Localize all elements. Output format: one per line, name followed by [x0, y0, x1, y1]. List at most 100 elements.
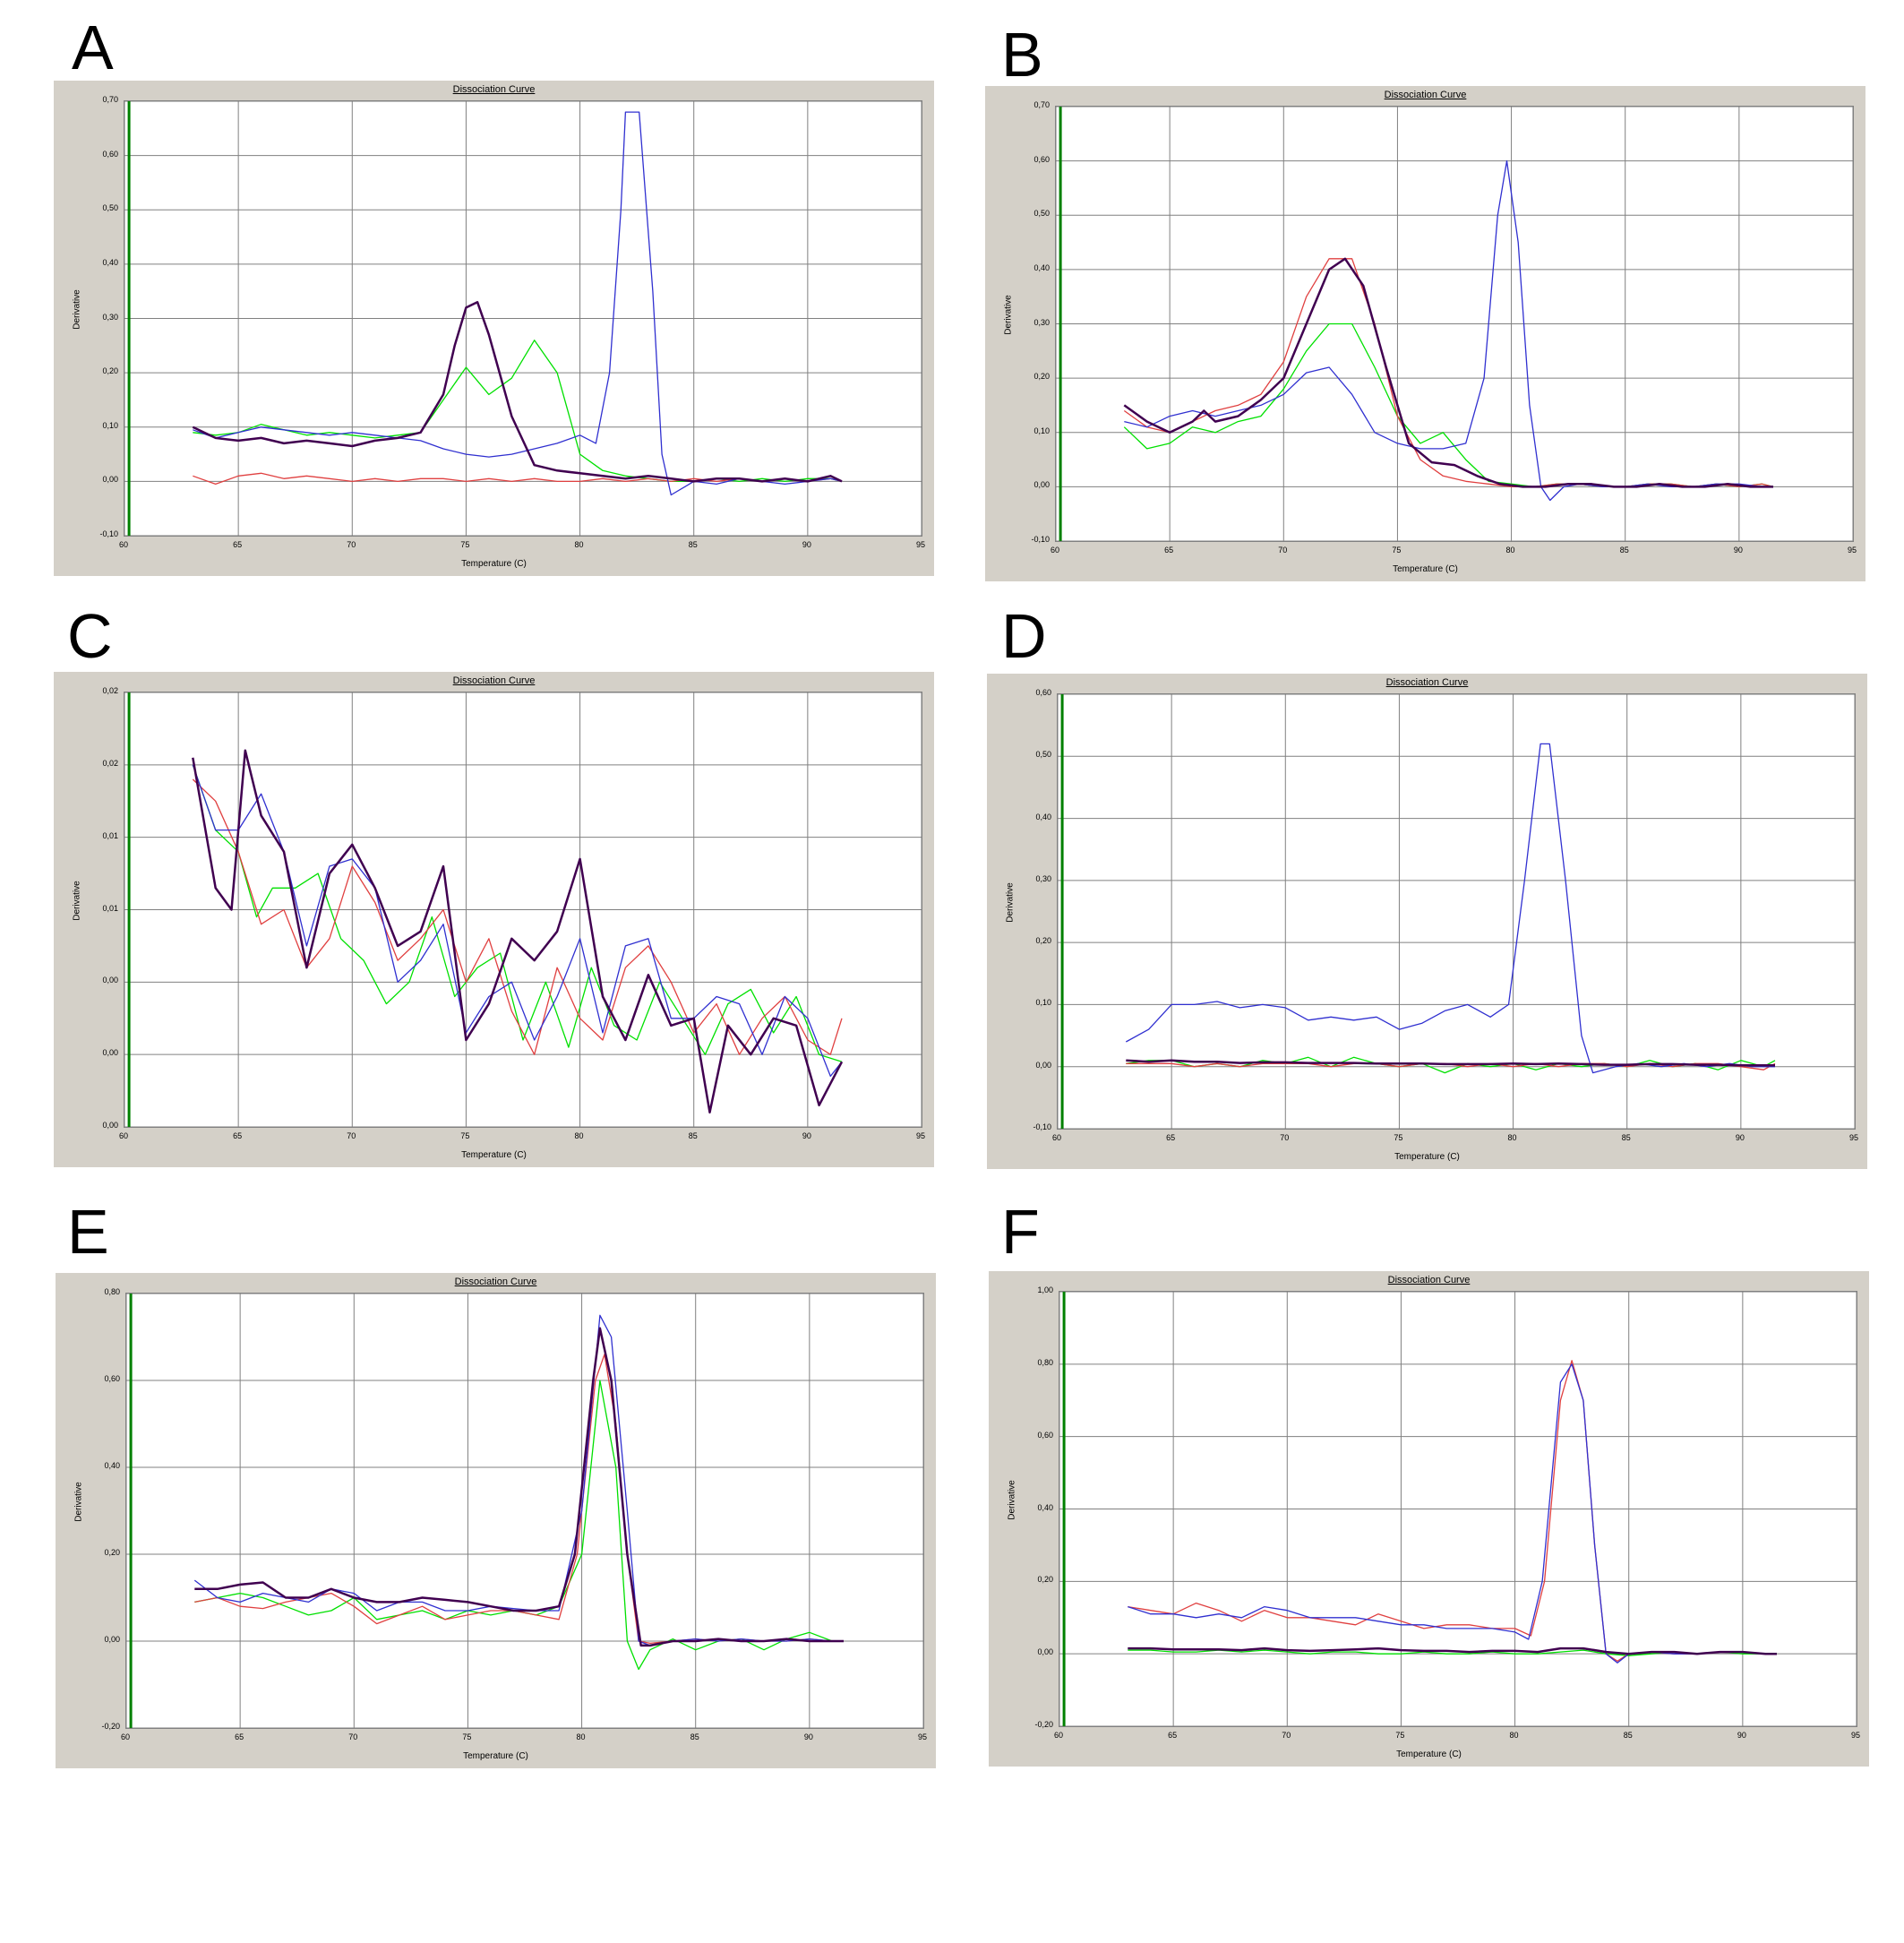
chart-title: Dissociation Curve: [1387, 1275, 1471, 1285]
x-tick-label: 80: [1507, 1133, 1517, 1142]
y-tick-label: 0,30: [102, 312, 118, 322]
y-tick-label: 0,60: [1035, 688, 1051, 697]
plot-area: [125, 1293, 924, 1729]
chart-svg-f: [1059, 1291, 1857, 1727]
y-tick-label: 0,60: [104, 1374, 120, 1383]
chart-panel-e: Dissociation Curve Derivative Temperature …: [56, 1273, 936, 1768]
x-axis-label: Temperature (C): [461, 559, 527, 569]
series-line-4: [1126, 1059, 1775, 1067]
x-tick-label: 95: [917, 1732, 927, 1741]
series-line-3: [193, 111, 843, 496]
series-line-2: [1128, 1360, 1777, 1662]
x-tick-label: 75: [460, 540, 470, 549]
y-axis-label: Derivative: [72, 289, 82, 330]
x-tick-label: 95: [1848, 1133, 1858, 1142]
chart-svg-c: [124, 692, 922, 1128]
y-axis-label: Derivative: [72, 881, 82, 921]
x-tick-label: 80: [1505, 546, 1515, 555]
x-tick-label: 90: [1735, 1133, 1745, 1142]
panel-label-e: E: [67, 1197, 109, 1267]
y-tick-label: 0,10: [102, 420, 118, 430]
plot-area: [124, 692, 922, 1128]
chart-panel-b: Dissociation Curve Derivative Temperature …: [985, 86, 1865, 581]
y-tick-label: 0,30: [1035, 873, 1051, 883]
y-tick-label: 0,40: [1035, 812, 1051, 821]
y-tick-label: 0,02: [102, 686, 118, 695]
x-tick-label: 70: [347, 1131, 356, 1140]
x-tick-label: 65: [235, 1732, 244, 1741]
y-axis-label: Derivative: [1007, 1480, 1017, 1520]
x-tick-label: 65: [1168, 1731, 1178, 1740]
x-tick-label: 90: [1737, 1731, 1746, 1740]
y-tick-label: 0,70: [102, 95, 118, 104]
x-tick-label: 80: [574, 1131, 584, 1140]
x-tick-label: 70: [1282, 1731, 1291, 1740]
x-tick-label: 85: [690, 1732, 699, 1741]
y-tick-label: 0,50: [1035, 750, 1051, 760]
y-tick-label: -0,10: [1031, 535, 1050, 544]
x-tick-label: 95: [915, 1131, 925, 1140]
x-tick-label: 65: [1166, 1133, 1176, 1142]
series-line-2: [1123, 258, 1774, 488]
x-tick-label: 80: [1509, 1731, 1519, 1740]
chart-title: Dissociation Curve: [452, 84, 536, 95]
y-tick-label: 0,01: [102, 830, 118, 840]
series-line-4: [1123, 257, 1773, 488]
panel-label-a: A: [72, 13, 114, 82]
x-tick-label: 95: [1847, 546, 1857, 555]
y-tick-label: 0,80: [104, 1287, 120, 1296]
series-line-4: [194, 1327, 844, 1647]
y-tick-label: 0,20: [104, 1548, 120, 1557]
series-line-3: [1128, 1363, 1777, 1664]
x-tick-label: 75: [460, 1131, 470, 1140]
chart-panel-d: Dissociation Curve Derivative Temperature …: [987, 674, 1867, 1169]
x-tick-label: 70: [348, 1732, 358, 1741]
y-tick-label: 0,50: [1033, 209, 1050, 219]
y-tick-label: 0,00: [102, 1121, 118, 1130]
y-axis-label: Derivative: [1003, 295, 1014, 335]
x-tick-label: 60: [1050, 546, 1059, 555]
chart-title: Dissociation Curve: [1384, 90, 1467, 100]
chart-panel-f: Dissociation Curve Derivative Temperature …: [989, 1271, 1869, 1767]
y-tick-label: 0,20: [1037, 1575, 1053, 1585]
panel-label-b: B: [1001, 20, 1043, 90]
x-axis-label: Temperature (C): [1394, 1152, 1460, 1162]
x-tick-label: 95: [915, 540, 925, 549]
series-line-1: [194, 1380, 844, 1671]
y-tick-label: 0,02: [102, 758, 118, 768]
y-tick-label: 0,00: [102, 976, 118, 985]
y-tick-label: 0,60: [1037, 1430, 1053, 1440]
x-tick-label: 95: [1850, 1731, 1860, 1740]
x-tick-label: 60: [120, 1732, 130, 1741]
x-tick-label: 75: [1394, 1133, 1403, 1142]
x-tick-label: 70: [1280, 1133, 1290, 1142]
series-line-3: [192, 764, 843, 1078]
chart-title: Dissociation Curve: [454, 1277, 537, 1287]
chart-svg-e: [125, 1293, 924, 1729]
y-tick-label: 0,00: [1033, 480, 1050, 490]
x-axis-label: Temperature (C): [1396, 1750, 1462, 1759]
y-tick-label: 0,40: [1037, 1502, 1053, 1512]
x-tick-label: 75: [462, 1732, 472, 1741]
x-tick-label: 60: [1053, 1731, 1063, 1740]
y-tick-label: 0,60: [1033, 154, 1050, 164]
y-tick-label: 0,20: [102, 366, 118, 376]
plot-area: [1059, 1291, 1857, 1727]
x-tick-label: 90: [803, 1732, 813, 1741]
chart-svg-a: [124, 100, 922, 537]
x-tick-label: 75: [1392, 546, 1402, 555]
plot-area: [1057, 693, 1856, 1130]
y-tick-label: -0,10: [99, 529, 118, 538]
y-tick-label: 0,30: [1033, 317, 1050, 327]
x-tick-label: 85: [1619, 546, 1629, 555]
series-line-2: [192, 778, 843, 1055]
x-tick-label: 80: [576, 1732, 586, 1741]
y-axis-label: Derivative: [73, 1482, 84, 1522]
y-tick-label: 0,00: [104, 1635, 120, 1644]
series-line-2: [194, 1354, 844, 1645]
chart-svg-d: [1057, 693, 1856, 1130]
x-tick-label: 65: [233, 540, 243, 549]
x-tick-label: 85: [1621, 1133, 1631, 1142]
series-line-1: [192, 764, 843, 1062]
chart-svg-b: [1055, 106, 1854, 542]
